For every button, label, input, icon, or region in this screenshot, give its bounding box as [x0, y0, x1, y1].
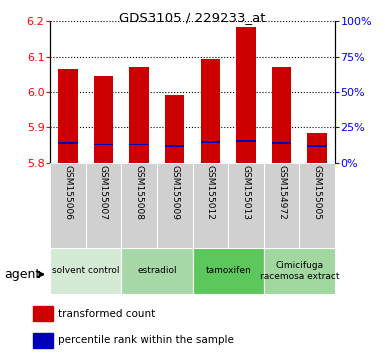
- Bar: [272, 67, 291, 163]
- Text: GSM155013: GSM155013: [241, 165, 250, 221]
- Bar: [58, 142, 78, 144]
- Bar: [165, 145, 184, 147]
- Text: percentile rank within the sample: percentile rank within the sample: [58, 335, 234, 345]
- Text: solvent control: solvent control: [52, 266, 119, 275]
- Bar: [236, 140, 256, 142]
- Text: GSM155009: GSM155009: [170, 165, 179, 221]
- Bar: [264, 163, 300, 248]
- Bar: [94, 144, 113, 145]
- Text: GSM155008: GSM155008: [135, 165, 144, 221]
- Text: Cimicifuga
racemosa extract: Cimicifuga racemosa extract: [259, 261, 339, 280]
- Bar: [307, 133, 327, 163]
- Bar: [264, 248, 335, 294]
- Bar: [192, 248, 264, 294]
- Text: estradiol: estradiol: [137, 266, 177, 275]
- Text: agent: agent: [4, 268, 40, 281]
- Bar: [201, 59, 220, 163]
- Bar: [201, 142, 220, 143]
- Bar: [50, 163, 85, 248]
- Bar: [33, 306, 53, 321]
- Text: GSM155012: GSM155012: [206, 165, 215, 220]
- Bar: [129, 144, 149, 145]
- Bar: [157, 163, 192, 248]
- Bar: [272, 142, 291, 144]
- Bar: [94, 76, 113, 163]
- Text: transformed count: transformed count: [58, 309, 156, 319]
- Text: GSM155006: GSM155006: [64, 165, 72, 221]
- Bar: [300, 163, 335, 248]
- Bar: [129, 67, 149, 163]
- Bar: [58, 69, 78, 163]
- Bar: [121, 248, 192, 294]
- Bar: [33, 333, 53, 348]
- Text: GSM155005: GSM155005: [313, 165, 321, 221]
- Bar: [236, 27, 256, 163]
- Bar: [121, 163, 157, 248]
- Bar: [165, 95, 184, 163]
- Text: GSM155007: GSM155007: [99, 165, 108, 221]
- Bar: [85, 163, 121, 248]
- Text: GDS3105 / 229233_at: GDS3105 / 229233_at: [119, 11, 266, 24]
- Text: GSM154972: GSM154972: [277, 165, 286, 220]
- Bar: [50, 248, 121, 294]
- Bar: [307, 145, 327, 147]
- Text: tamoxifen: tamoxifen: [205, 266, 251, 275]
- Bar: [192, 163, 228, 248]
- Bar: [228, 163, 264, 248]
